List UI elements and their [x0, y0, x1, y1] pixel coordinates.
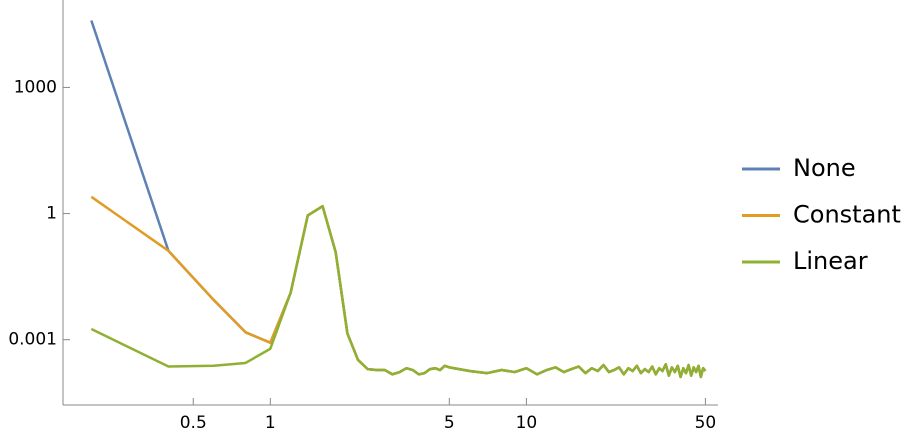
legend-label: Linear	[793, 247, 868, 275]
x-tick-label: 0.5	[180, 413, 207, 433]
y-tick-label: 1	[46, 204, 57, 224]
line-series	[90, 20, 707, 379]
legend-label: Constant	[793, 201, 901, 229]
x-tick-label: 1	[265, 413, 276, 433]
x-tick-label: 50	[695, 413, 717, 433]
legend: None Constant Linear	[742, 154, 901, 275]
x-tick-label: 5	[444, 413, 455, 433]
legend-label: None	[793, 154, 856, 182]
y-tick-label: 0.001	[8, 330, 57, 350]
y-tick-label: 1000	[14, 77, 57, 97]
x-tick-label: 10	[516, 413, 538, 433]
line-series	[90, 204, 707, 379]
line-series	[90, 195, 707, 379]
